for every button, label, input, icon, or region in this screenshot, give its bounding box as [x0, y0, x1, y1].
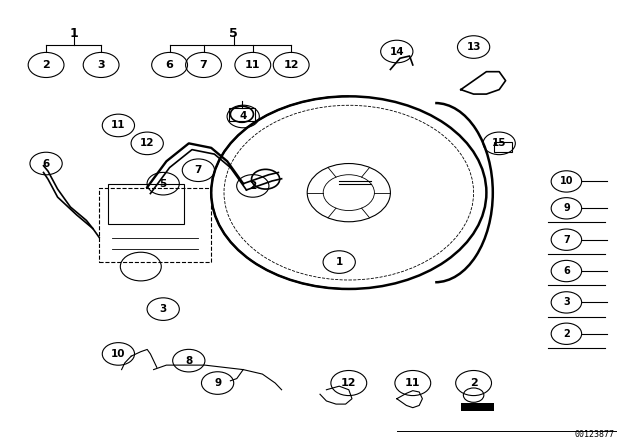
Text: 7: 7 [195, 165, 202, 175]
Text: 2: 2 [563, 329, 570, 339]
Bar [494, 142, 512, 152]
Text: 4: 4 [239, 112, 247, 121]
Text: 11: 11 [245, 60, 260, 70]
Text: 7: 7 [200, 60, 207, 70]
Text: 10: 10 [111, 349, 125, 359]
Text: 15: 15 [492, 138, 506, 148]
Bar [99, 188, 211, 262]
Text: 1: 1 [335, 257, 343, 267]
Text: 9: 9 [563, 203, 570, 213]
Text: 5: 5 [229, 27, 238, 40]
Text: 6: 6 [563, 266, 570, 276]
Bar [461, 403, 494, 411]
Text: 6: 6 [42, 159, 50, 168]
Text: 2: 2 [249, 181, 257, 191]
Text: 8: 8 [185, 356, 193, 366]
Text: 13: 13 [467, 42, 481, 52]
Text: 12: 12 [284, 60, 299, 70]
Text: 9: 9 [214, 378, 221, 388]
Text: 10: 10 [559, 177, 573, 186]
Text: 3: 3 [563, 297, 570, 307]
Text: 11: 11 [405, 378, 420, 388]
Text: 7: 7 [563, 235, 570, 245]
Text: 5: 5 [159, 179, 167, 189]
Text: 14: 14 [390, 47, 404, 56]
Text: 11: 11 [111, 121, 125, 130]
Text: 1: 1 [69, 27, 78, 40]
Text: 2: 2 [470, 378, 477, 388]
Text: 6: 6 [166, 60, 173, 70]
Text: 12: 12 [341, 378, 356, 388]
Text: 3: 3 [159, 304, 167, 314]
Text: 2: 2 [42, 60, 50, 70]
Text: 00123877: 00123877 [575, 430, 614, 439]
Bar [229, 108, 255, 121]
Bar [108, 184, 184, 224]
Text: 3: 3 [97, 60, 105, 70]
Text: 12: 12 [140, 138, 154, 148]
